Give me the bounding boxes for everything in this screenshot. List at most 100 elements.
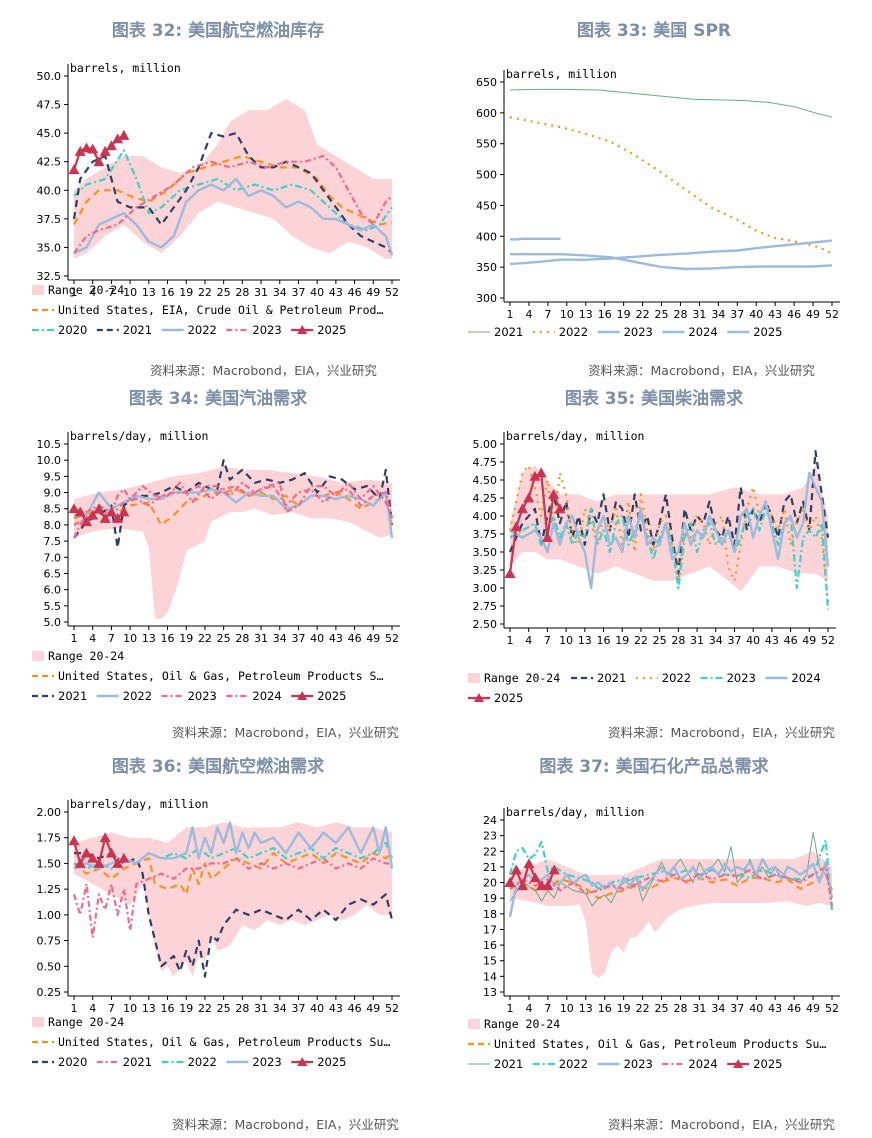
y-tick-label: 47.5 [37,99,62,112]
legend-swatch-range [32,651,44,661]
legend-label: 2025 [753,325,782,339]
x-tick-label: 10 [123,1002,137,1015]
x-tick-label: 34 [711,308,725,321]
legend-label: 2021 [494,325,523,339]
data-point-marker [87,509,99,520]
y-tick-label: 40.0 [37,184,62,197]
series-line-2021 [508,450,830,575]
x-tick-label: 13 [142,1002,156,1015]
data-point-marker [99,832,111,843]
x-tick-label: 1 [71,1002,78,1015]
x-tick-label: 52 [385,632,399,645]
x-tick-label: 25 [653,634,667,647]
data-point-marker [99,512,111,523]
y-tick-label: 19 [483,892,497,905]
y-tick-label: 7.5 [44,535,62,548]
x-tick-label: 1 [71,286,78,299]
x-tick-label: 28 [235,1002,249,1015]
axis-unit-label: barrels, million [70,61,181,75]
legend-label: 2021 [494,1057,523,1071]
data-point-marker [529,872,541,883]
x-tick-label: 28 [673,1002,687,1015]
x-tick-label: 37 [291,286,305,299]
range-band [74,466,392,619]
x-tick-label: 19 [179,1002,193,1015]
data-point-marker [504,568,516,578]
legend-label: United States, Oil & Gas, Petroleum Prod… [58,1035,390,1049]
x-tick-label: 52 [385,286,399,299]
y-tick-label: 1.75 [37,832,62,845]
data-point-marker [87,852,99,863]
x-tick-label: 19 [617,1002,631,1015]
x-tick-label: 25 [217,286,231,299]
y-tick-label: 2.50 [473,618,498,631]
x-tick-label: 13 [578,634,592,647]
y-tick-label: 9.5 [44,470,62,483]
legend-label: 2025 [317,1055,346,1069]
legend-label: 2022 [188,1055,217,1069]
x-tick-label: 43 [329,1002,343,1015]
y-tick-label: 35.0 [37,241,62,254]
y-tick-label: 600 [476,107,497,120]
legend-swatch-range [468,673,480,683]
y-tick-label: 4.75 [473,456,498,469]
axis-unit-label: barrels/day, million [506,429,644,443]
x-tick-label: 13 [142,286,156,299]
legend-label: 2024 [688,325,717,339]
data-point-marker [87,143,99,154]
chart-area-35: barrels/day, million 5.00 4.75 4.50 4.25 4.00… [468,429,836,705]
chart-title: 图表 34: 美国汽油需求 [128,389,308,409]
legend-label: 2025 [753,1057,782,1071]
data-point-marker [542,880,554,891]
x-tick-label: 22 [198,632,212,645]
y-tick-label: 16 [483,939,497,952]
chart-title: 图表 33: 美国 SPR [576,21,731,41]
x-tick-label: 4 [525,308,532,321]
x-tick-label: 10 [123,632,137,645]
x-tick-label: 34 [273,632,287,645]
legend-label: 2022 [188,323,217,337]
x-tick-label: 43 [768,308,782,321]
chart-panel-32: 图表 32: 美国航空燃油库存 barrels, million 50.0 47.5… [0,0,436,380]
x-tick-label: 34 [273,286,287,299]
chart-title: 图表 37: 美国石化产品总需求 [539,757,769,777]
x-tick-label: 13 [579,1002,593,1015]
data-point-marker [529,470,541,481]
x-tick-label: 31 [692,1002,706,1015]
legend-label: 2024 [688,1057,717,1071]
chart-title: 图表 35: 美国柴油需求 [564,389,744,409]
data-point-marker [523,492,535,503]
legend-label: 2023 [624,325,653,339]
data-point-marker [504,877,516,887]
legend-label: 2025 [317,689,346,703]
series-line-2024 [509,471,830,590]
x-tick-label: 46 [784,634,798,647]
legend-label: 2023 [727,671,756,685]
y-tick-label: 350 [476,261,497,274]
data-point-marker [510,864,522,875]
x-tick-label: 37 [291,1002,305,1015]
legend-label: 2021 [597,671,626,685]
y-tick-label: 15 [483,955,497,968]
x-tick-label: 34 [709,634,723,647]
y-tick-label: 37.5 [37,213,62,226]
x-tick-label: 25 [217,632,231,645]
y-tick-label: 500 [476,169,497,182]
series-line-2021 [72,132,393,254]
legend-label: 2021 [123,1055,152,1069]
chart-area-32: barrels, million 50.0 47.5 45.0 42.5 40.0 37.5… [32,61,400,337]
source-note: 资料来源：Macrobond，EIA，兴业研究 [608,725,835,740]
x-tick-label: 13 [579,308,593,321]
data-point-marker [105,140,117,151]
y-tick-label: 0.75 [37,935,62,948]
x-tick-label: 4 [525,1002,532,1015]
y-tick-label: 32.5 [37,270,62,283]
x-tick-label: 10 [123,286,137,299]
source-note: 资料来源：Macrobond，EIA，兴业研究 [172,1117,399,1132]
y-tick-label: 20 [483,877,497,890]
y-tick-label: 2.75 [473,600,498,613]
y-tick-label: 4.25 [473,492,498,505]
x-tick-label: 37 [727,634,741,647]
x-tick-label: 22 [634,634,648,647]
legend-label: 2023 [252,1055,281,1069]
